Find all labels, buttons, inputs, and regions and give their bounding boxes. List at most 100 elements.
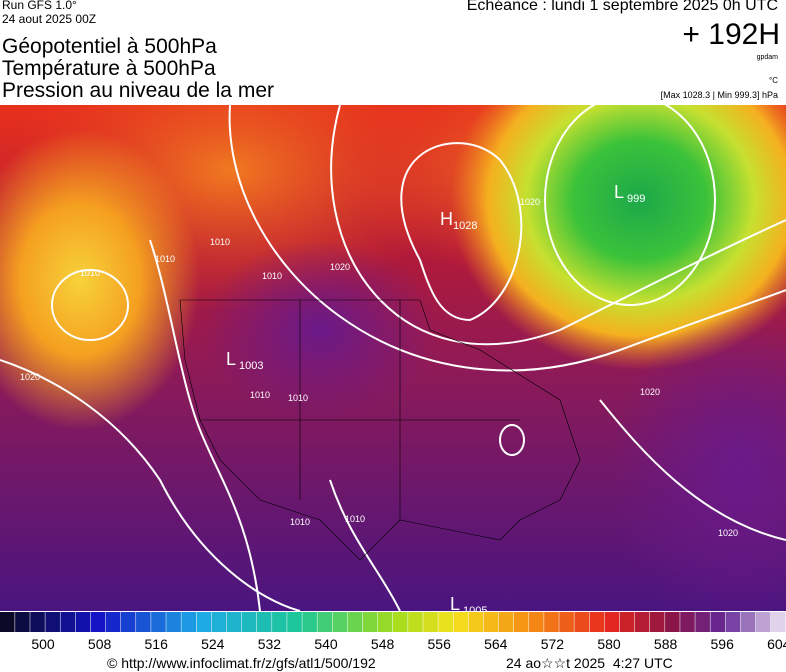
color-swatch [332,612,348,632]
color-swatch [529,612,544,632]
color-swatch [559,612,574,632]
color-swatch [725,612,741,632]
colorbar-label: 548 [371,636,395,652]
colorbar-label: 596 [711,636,735,652]
color-swatch [30,612,45,632]
title: Géopotentiel à 500hPa [2,35,217,58]
isobar-label: 1020 [520,197,540,207]
colorbar-label: 516 [145,636,169,652]
color-swatch [695,612,710,632]
center-letter: L [450,594,460,614]
color-swatch [317,612,333,632]
center-letter: L [226,349,236,369]
colorbar-label: 556 [428,636,452,652]
center-value: 1003 [239,360,263,372]
color-swatch [438,612,453,632]
color-swatch [166,612,181,632]
color-swatch [755,612,771,632]
isobar-label: 1010 [290,517,310,527]
color-swatch [483,612,499,632]
isobar-label: 1010 [250,390,270,400]
color-swatch [544,612,559,632]
isobar-label: 1020 [718,528,738,538]
color-swatch [619,612,635,632]
color-swatch [120,612,136,632]
isobar-label: 1010 [80,268,100,278]
color-swatch [604,612,620,632]
color-swatch [60,612,76,632]
color-swatch [408,612,423,632]
color-swatch [740,612,756,632]
color-swatch [272,612,287,632]
color-swatch [287,612,302,632]
color-swatch [513,612,529,632]
color-swatch [498,612,514,632]
center-value: 1028 [453,220,477,232]
color-swatch [181,612,196,632]
color-swatch [15,612,30,632]
center-letter: L [614,182,624,202]
color-swatch [136,612,151,632]
color-swatch [423,612,438,632]
unit: gpdam [756,54,778,61]
unit: °C [769,76,778,85]
isobar-label: 1010 [345,514,365,524]
color-swatch [226,612,242,632]
color-swatch [151,612,166,632]
isobar-label: 1020 [20,372,40,382]
color-swatch [393,612,408,632]
title: Pression au niveau de la mer [2,79,274,102]
color-swatch [770,612,786,632]
isobar-label: 1020 [640,387,660,397]
isobar-label: 1010 [288,393,308,403]
color-swatch [680,612,695,632]
colorbar-label: 524 [201,636,225,652]
colorbar-label: 604 [767,636,786,652]
lead-time: + 192H [682,18,780,51]
color-swatch [453,612,469,632]
color-swatch [241,612,257,632]
color-swatch [574,612,589,632]
color-swatch [347,612,363,632]
colorbar-label: 500 [31,636,55,652]
color-swatch [665,612,680,632]
run: Run GFS 1.0° [2,0,77,12]
color-swatch [302,612,317,632]
range: [Max 1028.3 | Min 999.3] hPa [660,90,778,100]
title: Température à 500hPa [2,57,216,80]
isobar-label: 1010 [155,254,175,264]
isobar-label: 1020 [330,262,350,272]
color-swatch [710,612,726,632]
color-swatch [90,612,106,632]
center-letter: H [440,209,453,229]
center-value: 999 [627,193,645,205]
colorbar-label: 580 [597,636,621,652]
colorbar-label: 572 [541,636,565,652]
color-swatch [45,612,60,632]
color-swatch [589,612,605,632]
colorbar-label: 540 [314,636,338,652]
color-swatch [649,612,665,632]
color-swatch [362,612,378,632]
echeance: Echéance : lundi 1 septembre 2025 0h UTC [466,0,778,14]
color-swatch [0,612,15,632]
color-swatch [634,612,650,632]
color-swatch [105,612,121,632]
color-swatch [256,612,272,632]
color-swatch [468,612,484,632]
colorbar-label: 532 [258,636,282,652]
color-swatch [377,612,393,632]
footer-url: © http://www.infoclimat.fr/z/gfs/atl1/50… [107,655,376,671]
isobar-label: 1010 [210,237,230,247]
footer-time: 24 ao☆☆t 2025 4:27 UTC [506,655,673,671]
colorbar-label: 508 [88,636,112,652]
color-swatch [75,612,91,632]
color-swatch [211,612,227,632]
colorbar-label: 564 [484,636,508,652]
isobar-label: 1010 [262,271,282,281]
run-date: 24 aout 2025 00Z [2,12,97,26]
colorbar-label: 588 [654,636,678,652]
color-swatch [196,612,212,632]
